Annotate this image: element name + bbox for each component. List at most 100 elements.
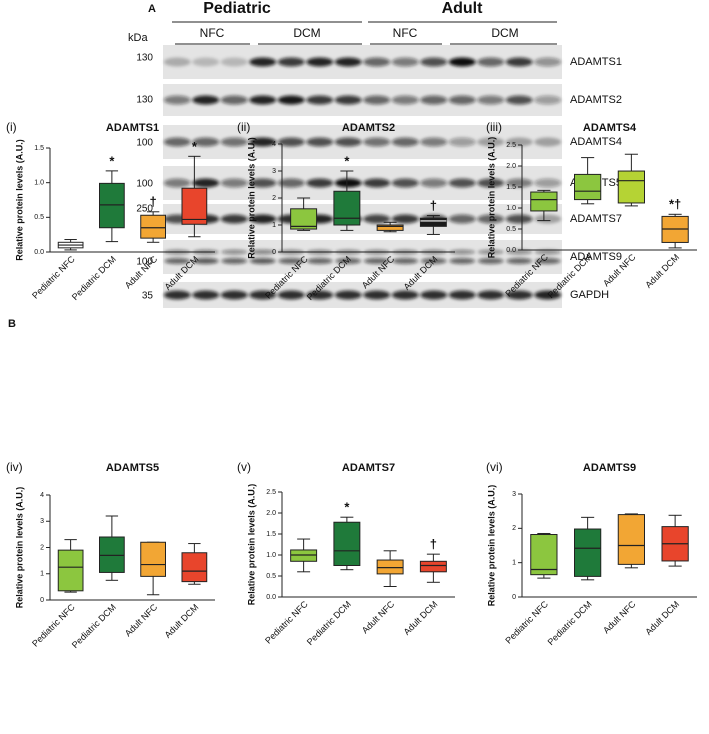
blot-bands (163, 95, 562, 105)
band (220, 95, 248, 105)
band (505, 57, 533, 67)
marker-label: 35 (142, 291, 154, 302)
y-axis-label: Relative protein levels (A.U.) (14, 487, 24, 609)
band (477, 214, 505, 224)
band (249, 178, 277, 188)
significance-label: † (430, 198, 437, 213)
marker-label: 130 (136, 53, 153, 64)
y-tick-label: 1 (272, 222, 276, 229)
unit-label: kDa (128, 32, 148, 44)
band (449, 258, 476, 264)
chart-title: ADAMTS1 (106, 122, 159, 134)
band (306, 290, 334, 300)
panel-label: (ii) (237, 120, 250, 134)
box (99, 536, 125, 573)
band (448, 178, 476, 188)
band (335, 258, 362, 264)
band (505, 214, 533, 224)
y-axis-label: Relative protein levels (A.U.) (14, 139, 24, 261)
y-tick-label: 2 (40, 544, 44, 551)
band (420, 137, 448, 147)
band (391, 290, 419, 300)
significance-label: † (430, 537, 437, 552)
band (391, 57, 419, 67)
x-tick-label: Adult NFC (123, 602, 160, 639)
band (306, 95, 334, 105)
panel-label: A (148, 3, 156, 15)
band (534, 290, 562, 300)
box (57, 549, 84, 592)
y-tick-label: 1.5 (266, 531, 276, 538)
significance-label: † (150, 194, 157, 209)
box (574, 173, 602, 201)
band (505, 290, 533, 300)
box (140, 541, 166, 577)
chart-title: ADAMTS7 (342, 462, 395, 474)
x-tick-label: Adult DCM (163, 602, 201, 640)
protein-label: ADAMTS2 (570, 94, 622, 106)
x-tick-label: Adult DCM (643, 599, 681, 637)
box (333, 521, 361, 566)
chart-title: ADAMTS5 (106, 462, 159, 474)
y-tick-label: 0.0 (506, 247, 516, 254)
y-axis-label: Relative protein levels (A.U.) (486, 485, 496, 607)
protein-label: ADAMTS7 (570, 213, 622, 225)
box (140, 214, 166, 239)
band (221, 258, 248, 264)
y-tick-label: 0.0 (34, 249, 44, 256)
band (249, 57, 277, 67)
band (363, 178, 391, 188)
band (477, 137, 505, 147)
band (334, 95, 362, 105)
band (420, 95, 448, 105)
y-tick-label: 1.0 (266, 552, 276, 559)
blot-bands (163, 57, 562, 67)
band (277, 178, 305, 188)
box (333, 190, 361, 226)
significance-label: *† (669, 197, 681, 212)
significance-label: * (344, 500, 350, 515)
marker-label: 100 (136, 257, 153, 268)
x-tick-label: Pediatric NFC (263, 599, 310, 646)
band (277, 290, 305, 300)
subgroup-label: DCM (491, 26, 518, 40)
band (506, 258, 533, 264)
band (477, 249, 504, 255)
blot-bands (163, 178, 562, 188)
box (574, 528, 602, 577)
band (391, 137, 419, 147)
band (477, 95, 505, 105)
box (290, 208, 318, 230)
band (220, 57, 248, 67)
band (163, 57, 191, 67)
box (530, 534, 558, 576)
band (449, 249, 476, 255)
y-axis-label: Relative protein levels (A.U.) (246, 484, 256, 606)
blot-bands (163, 290, 562, 300)
band (391, 214, 419, 224)
subgroup-label: NFC (393, 26, 418, 40)
band (277, 137, 305, 147)
band (363, 258, 390, 264)
significance-label: * (109, 153, 115, 168)
box (617, 514, 645, 565)
band (221, 249, 248, 255)
y-tick-label: 0.5 (506, 226, 516, 233)
band (306, 178, 334, 188)
y-axis-label: Relative protein levels (A.U.) (246, 137, 256, 259)
blot-strip (163, 240, 562, 274)
band (306, 57, 334, 67)
band (477, 258, 504, 264)
y-axis-label: Relative protein levels (A.U.) (486, 137, 496, 259)
band (534, 57, 562, 67)
chart-title: ADAMTS9 (583, 462, 636, 474)
y-tick-label: 4 (272, 141, 276, 148)
y-tick-label: 2 (512, 525, 516, 532)
box (419, 560, 447, 573)
band (477, 178, 505, 188)
y-tick-label: 1 (512, 560, 516, 567)
protein-label: ADAMTS1 (570, 56, 622, 68)
band (534, 249, 561, 255)
x-tick-label: Adult DCM (643, 252, 681, 290)
